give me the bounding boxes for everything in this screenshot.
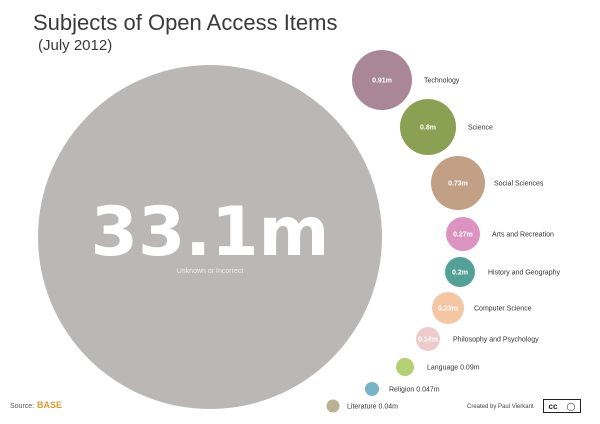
bubble-philosophy-and-psychology — [416, 327, 440, 351]
bubble-literature — [326, 399, 340, 413]
bubble-label-language: Language 0.09m — [427, 365, 480, 372]
bubble-value-philosophy-and-psychology: 0.14m — [418, 337, 438, 344]
bubble-social-sciences — [431, 156, 485, 210]
base-logo: BASE — [37, 400, 63, 410]
bubble-language — [396, 358, 414, 376]
bubble-label-science: Science — [468, 125, 493, 132]
credit-text: Created by Paul Vierkant — [467, 404, 534, 410]
bubble-technology — [352, 50, 412, 110]
chart-title: Subjects of Open Access Items — [33, 10, 338, 35]
bubble-unknown — [38, 65, 382, 409]
bubble-value-computer-science: 0.23m — [438, 306, 458, 313]
bubble-history-and-geography — [445, 257, 475, 287]
bubble-value-arts-and-recreation: 0.27m — [453, 232, 473, 239]
creative-commons-icon: cc ◯ — [543, 399, 581, 413]
bubble-computer-science — [432, 292, 464, 324]
bubble-value-unknown: 33.1m — [91, 193, 330, 272]
bubble-label-social-sciences: Social Sciences — [494, 181, 544, 188]
bubble-value-history-and-geography: 0.2m — [452, 270, 468, 277]
bubble-value-technology: 0.91m — [372, 78, 392, 85]
bubble-arts-and-recreation — [446, 217, 480, 251]
bubble-label-arts-and-recreation: Arts and Recreation — [492, 232, 554, 239]
bubble-value-science: 0.8m — [420, 125, 436, 132]
bubble-label-technology: Technology — [424, 78, 460, 85]
bubble-label-literature: Literature 0.04m — [347, 404, 398, 411]
chart-subtitle: (July 2012) — [38, 37, 113, 54]
bubble-label-computer-science: Computer Science — [474, 306, 532, 313]
bubble-label-philosophy-and-psychology: Philosophy and Psychology — [453, 337, 539, 344]
source-label: Source: — [10, 403, 35, 410]
bubble-label-religion: Religion 0.047m — [389, 387, 440, 394]
bubble-label-history-and-geography: History and Geography — [488, 270, 560, 277]
bubble-value-social-sciences: 0.73m — [448, 181, 468, 188]
bubble-science — [400, 99, 456, 155]
bubble-religion — [365, 382, 379, 396]
bubble-label-unknown: Unknown or Incorrect — [177, 268, 244, 275]
